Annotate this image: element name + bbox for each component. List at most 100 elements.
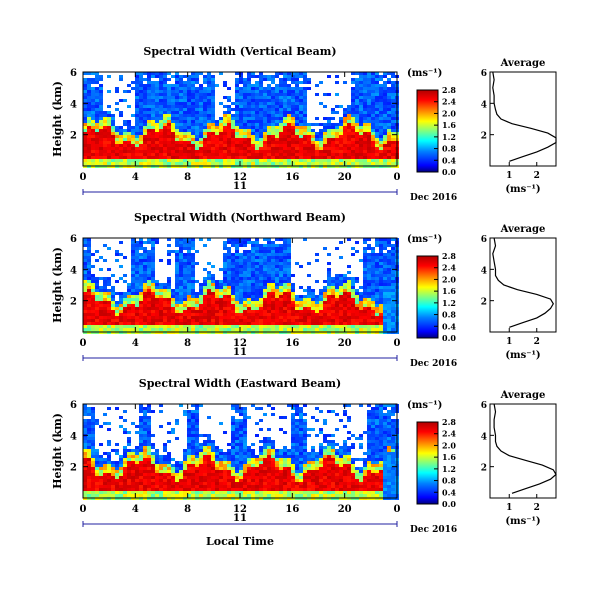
heatmap-cell	[331, 111, 335, 114]
heatmap-cell	[87, 280, 91, 283]
heatmap-cell	[267, 247, 271, 250]
heatmap-cell	[359, 159, 363, 162]
heatmap-cells	[83, 72, 399, 168]
heatmap-cell	[355, 123, 359, 126]
heatmap-cell	[267, 120, 271, 123]
heatmap-cell	[379, 247, 383, 250]
heatmap-cell	[203, 488, 207, 491]
heatmap-cell	[299, 72, 303, 75]
heatmap-cell	[187, 81, 191, 84]
heatmap-cell	[147, 328, 151, 331]
heatmap-cell	[335, 247, 339, 250]
heatmap-cell	[191, 410, 195, 413]
heatmap-cell	[203, 482, 207, 485]
heatmap-cell	[287, 304, 291, 307]
heatmap-cell	[279, 256, 283, 259]
heatmap-cell	[115, 147, 119, 150]
heatmap-cell	[187, 470, 191, 473]
heatmap-cell	[131, 491, 135, 494]
heatmap-cell	[203, 449, 207, 452]
heatmap-cell	[351, 138, 355, 141]
heatmap-cell	[151, 129, 155, 132]
heatmap-cell	[267, 138, 271, 141]
heatmap-cell	[331, 304, 335, 307]
heatmap-cell	[283, 123, 287, 126]
heatmap-cell	[111, 295, 115, 298]
heatmap-cell	[291, 81, 295, 84]
heatmap-cell	[279, 325, 283, 328]
heatmap-cell	[135, 425, 139, 428]
heatmap-cell	[175, 132, 179, 135]
heatmap-cell	[259, 274, 263, 277]
heatmap-cell	[115, 292, 119, 295]
heatmap-cell	[127, 464, 131, 467]
heatmap-cell	[363, 238, 367, 241]
heatmap-cell	[155, 114, 159, 117]
heatmap-cell	[283, 129, 287, 132]
heatmap-cell	[391, 120, 395, 123]
heatmap-cell	[143, 313, 147, 316]
heatmap-cell	[335, 289, 339, 292]
heatmap-cell	[247, 265, 251, 268]
heatmap-cell	[251, 123, 255, 126]
heatmap-cell	[263, 304, 267, 307]
heatmap-cell	[123, 410, 127, 413]
heatmap-cell	[167, 283, 171, 286]
heatmap-cell	[303, 156, 307, 159]
heatmap-cell	[203, 470, 207, 473]
heatmap-cell	[227, 96, 231, 99]
heatmap-cell	[199, 105, 203, 108]
heatmap-cell	[351, 156, 355, 159]
colorbar-tick-label: 2.0	[442, 274, 456, 284]
heatmap-cell	[211, 328, 215, 331]
heatmap-cell	[151, 250, 155, 253]
heatmap-cell	[199, 310, 203, 313]
heatmap-cell	[171, 159, 175, 162]
heatmap-cell	[103, 413, 107, 416]
heatmap-cell	[83, 129, 87, 132]
heatmap-cell	[231, 313, 235, 316]
heatmap-cell	[347, 150, 351, 153]
heatmap-cell	[135, 96, 139, 99]
heatmap-cell	[375, 322, 379, 325]
heatmap-cell	[111, 298, 115, 301]
heatmap-cell	[251, 135, 255, 138]
heatmap-cell	[283, 120, 287, 123]
heatmap-cell	[143, 135, 147, 138]
heatmap-cell	[115, 301, 119, 304]
heatmap-cell	[223, 123, 227, 126]
heatmap-cell	[155, 238, 159, 241]
heatmap-cell	[239, 96, 243, 99]
heatmap-cell	[183, 126, 187, 129]
heatmap-cell	[247, 75, 251, 78]
heatmap-cell	[303, 147, 307, 150]
heatmap-cell	[83, 117, 87, 120]
heatmap-cell	[159, 410, 163, 413]
heatmap-cell	[283, 75, 287, 78]
heatmap-cell	[155, 81, 159, 84]
heatmap-cell	[215, 325, 219, 328]
heatmap-cell	[103, 280, 107, 283]
heatmap-cell	[195, 449, 199, 452]
heatmap-cell	[87, 84, 91, 87]
heatmap-cell	[347, 120, 351, 123]
heatmap-cell	[183, 316, 187, 319]
heatmap-cell	[191, 434, 195, 437]
profile-x-tick-label: 1	[506, 171, 512, 181]
heatmap-cell	[91, 325, 95, 328]
heatmap-cell	[263, 265, 267, 268]
heatmap-cell	[95, 250, 99, 253]
heatmap-cell	[107, 268, 111, 271]
heatmap-cell	[151, 238, 155, 241]
heatmap-cell	[183, 280, 187, 283]
heatmap-cell	[199, 114, 203, 117]
heatmap-cell	[307, 298, 311, 301]
heatmap-cell	[375, 159, 379, 162]
heatmap-cell	[107, 138, 111, 141]
heatmap-cell	[355, 72, 359, 75]
heatmap-cell	[163, 138, 167, 141]
heatmap-cell	[307, 153, 311, 156]
heatmap-cell	[143, 138, 147, 141]
heatmap-cell	[207, 105, 211, 108]
heatmap-cell	[255, 138, 259, 141]
